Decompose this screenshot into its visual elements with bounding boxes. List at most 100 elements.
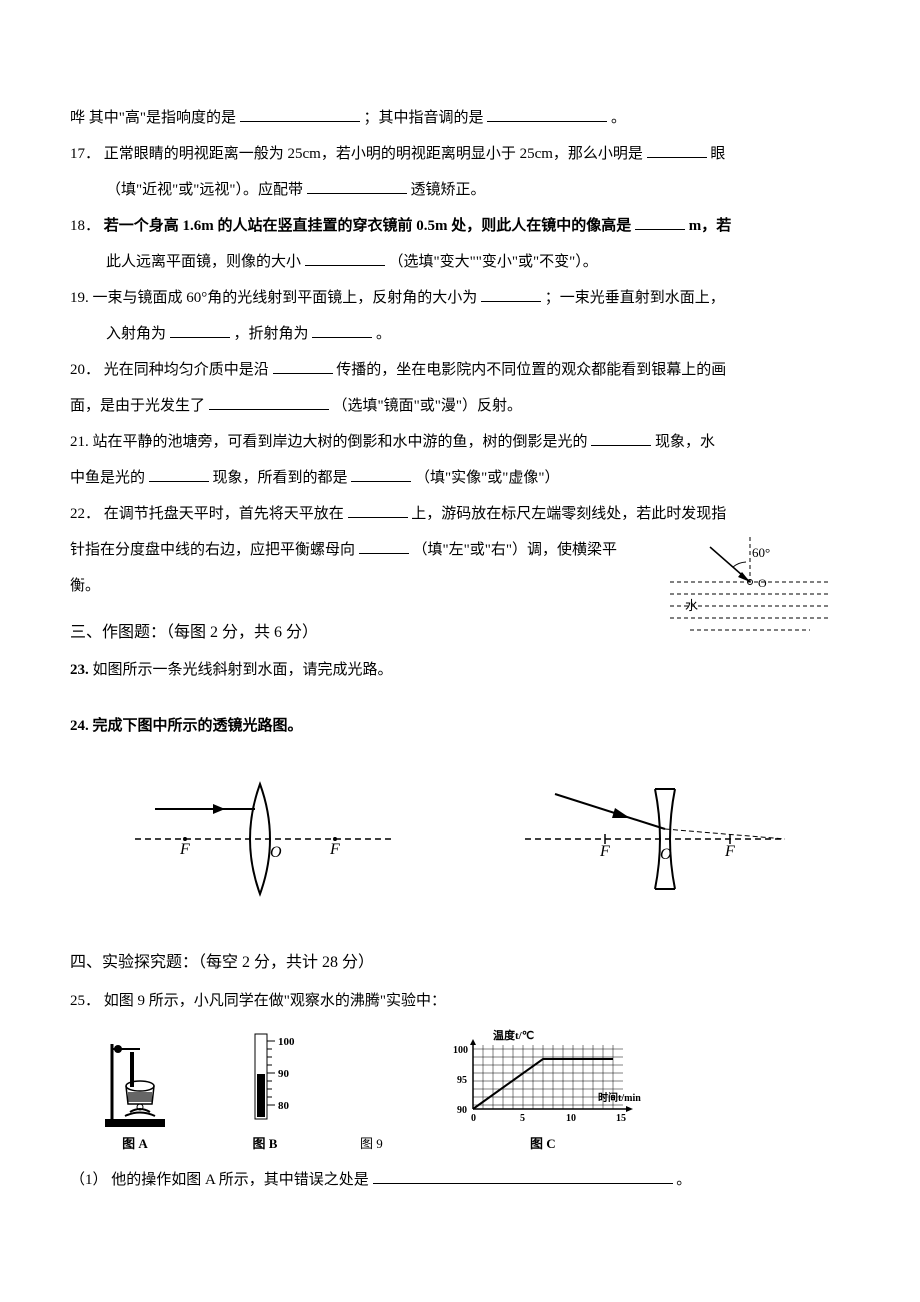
q25-sub1-text: 他的操作如图 A 所示，其中错误之处是 [111,1172,369,1188]
q21-blank2[interactable] [149,467,209,482]
fig-c: 温度t/℃ 100 95 90 0 5 [443,1029,643,1152]
svg-text:O: O [660,846,672,863]
q18-text2: m，若 [689,218,732,234]
q20-text1: 光在同种均匀介质中是沿 [104,362,269,378]
svg-text:温度t/℃: 温度t/℃ [493,1029,534,1042]
q19-line2: 入射角为 ，折射角为 。 [70,316,850,352]
q25-text: 如图 9 所示，小凡同学在做"观察水的沸腾"实验中： [104,993,446,1009]
fig-c-label: 图 C [443,1133,643,1152]
q16-tail: 哗 其中"高"是指响度的是 ；其中指音调的是 。 [70,100,850,136]
svg-text:80: 80 [278,1100,290,1112]
q19: 19. 一束与镜面成 60°角的光线射到平面镜上，反射角的大小为 ；一束光垂直射… [70,280,850,316]
svg-text:F: F [179,841,190,858]
svg-text:90: 90 [278,1068,290,1080]
q22-num: 22． [70,506,100,522]
q22: 22． 在调节托盘天平时，首先将天平放在 上，游码放在标尺左端零刻线处，若此时发… [70,496,850,532]
q21: 21. 站在平静的池塘旁，可看到岸边大树的倒影和水中游的鱼，树的倒影是光的 现象… [70,424,850,460]
q18-blank1[interactable] [635,215,685,230]
svg-text:100: 100 [278,1036,295,1048]
q19-text5: 。 [376,326,391,342]
q17: 17． 正常眼睛的明视距离一般为 25cm，若小明的明视距离明显小于 25cm，… [70,136,850,172]
concave-lens-diagram: F O F [515,764,795,914]
svg-text:F: F [329,841,340,858]
q16-blank2[interactable] [487,107,607,122]
q16-text3: 。 [611,110,626,126]
q18-text3: 此人远离平面镜，则像的大小 [106,254,301,270]
q21-blank3[interactable] [351,467,411,482]
q24-text: 完成下图中所示的透镜光路图。 [93,718,303,734]
fig-b-label: 图 B [230,1133,300,1152]
section4-title: 四、实验探究题：（每空 2 分，共计 28 分） [70,944,850,982]
svg-text:F: F [724,843,735,860]
q16-text1: 哗 其中"高"是指响度的是 [70,110,236,126]
section3-title: 三、作图题：（每图 2 分，共 6 分） [70,614,630,652]
q21-blank1[interactable] [591,431,651,446]
q20: 20． 光在同种均匀介质中是沿 传播的，坐在电影院内不同位置的观众都能看到银幕上… [70,352,850,388]
q23-diagram: 60° O 水 [650,532,850,652]
q16-text2: ；其中指音调的是 [364,110,484,126]
q22-text2: 上，游码放在标尺左端零刻线处，若此时发现指 [411,506,726,522]
q18-line2: 此人远离平面镜，则像的大小 （选填"变大""变小"或"不变"）。 [70,244,850,280]
q17-text4: 透镜矫正。 [411,182,486,198]
q19-text3: 入射角为 [106,326,166,342]
q23-angle-label: 60° [752,545,770,560]
q17-text1: 正常眼睛的明视距离一般为 25cm，若小明的明视距离明显小于 25cm，那么小明… [104,146,643,162]
q19-blank3[interactable] [312,323,372,338]
q20-blank2[interactable] [209,395,329,410]
q25-sub1: （1） 他的操作如图 A 所示，其中错误之处是 。 [70,1162,850,1198]
q24: 24. 完成下图中所示的透镜光路图。 [70,708,850,744]
q22-blank1[interactable] [348,503,408,518]
q18-text4: （选填"变大""变小"或"不变"）。 [389,254,598,270]
q22-text1: 在调节托盘天平时，首先将天平放在 [104,506,344,522]
q22-blank2[interactable] [359,539,409,554]
svg-text:10: 10 [566,1113,576,1124]
q24-num: 24. [70,718,89,734]
q19-blank1[interactable] [481,287,541,302]
q17-num: 17． [70,146,100,162]
q20-line2: 面，是由于光发生了 （选填"镜面"或"漫"）反射。 [70,388,850,424]
q21-line2: 中鱼是光的 现象，所看到的都是 （填"实像"或"虚像"） [70,460,850,496]
fig-a-label: 图 A [100,1133,170,1152]
q20-text3: 面，是由于光发生了 [70,398,205,414]
q17-text3: （填"近视"或"远视"）。应配带 [106,182,307,198]
q22-text3: 针指在分度盘中线的右边，应把平衡螺母向 [70,542,359,558]
q17-blank1[interactable] [647,143,707,158]
q21-num: 21. [70,434,89,450]
fig9-row: 图 A 100 90 80 图 B 图 9 温度t/℃ [100,1029,850,1152]
svg-text:5: 5 [520,1113,525,1124]
q24-lens-row: F O F F O F [70,764,850,914]
q18: 18． 若一个身高 1.6m 的人站在竖直挂置的穿衣镜前 0.5m 处，则此人在… [70,208,850,244]
convex-lens-diagram: F O F [125,764,405,914]
q25-sub1-blank[interactable] [373,1169,673,1184]
svg-text:90: 90 [457,1105,467,1116]
svg-text:时间t/min: 时间t/min [598,1091,641,1104]
q19-blank2[interactable] [170,323,230,338]
q16-blank1[interactable] [240,107,360,122]
q23-water-label: 水 [685,598,698,613]
q21-text2: 现象，水 [655,434,715,450]
q25-sub1-end: 。 [676,1172,691,1188]
q23: 23. 如图所示一条光线斜射到水面，请完成光路。 [70,652,630,688]
q20-text4: （选填"镜面"或"漫"）反射。 [333,398,523,414]
q17-blank2[interactable] [307,179,407,194]
svg-text:15: 15 [616,1113,626,1124]
q21-text4: 现象，所看到的都是 [213,470,348,486]
svg-text:100: 100 [453,1045,468,1056]
q21-text3: 中鱼是光的 [70,470,145,486]
q19-num: 19. [70,290,89,306]
svg-text:O: O [270,844,282,861]
q19-text4: ，折射角为 [234,326,309,342]
q19-text1: 一束与镜面成 60°角的光线射到平面镜上，反射角的大小为 [93,290,478,306]
q20-blank1[interactable] [273,359,333,374]
q17-text2: 眼 [710,146,725,162]
q25: 25． 如图 9 所示，小凡同学在做"观察水的沸腾"实验中： [70,983,850,1019]
svg-text:95: 95 [457,1075,467,1086]
svg-text:0: 0 [471,1113,476,1124]
q18-num: 18． [70,218,100,234]
q21-text1: 站在平静的池塘旁，可看到岸边大树的倒影和水中游的鱼，树的倒影是光的 [93,434,588,450]
q22-line2: 针指在分度盘中线的右边，应把平衡螺母向 （填"左"或"右"）调，使横梁平衡。 [70,532,630,604]
q18-blank2[interactable] [305,251,385,266]
q18-text1: 若一个身高 1.6m 的人站在竖直挂置的穿衣镜前 0.5m 处，则此人在镜中的像… [104,218,632,234]
q23-text: 如图所示一条光线斜射到水面，请完成光路。 [93,662,393,678]
q17-line2: （填"近视"或"远视"）。应配带 透镜矫正。 [70,172,850,208]
